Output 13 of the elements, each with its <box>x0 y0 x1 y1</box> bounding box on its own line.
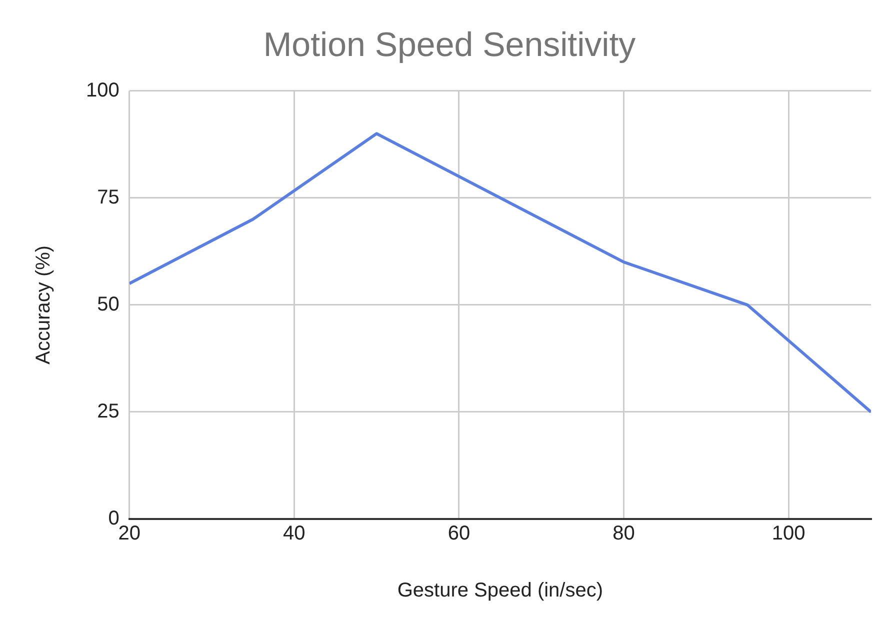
x-axis-title: Gesture Speed (in/sec) <box>397 580 604 602</box>
x-tick-label: 40 <box>283 522 306 545</box>
y-tick-label: 75 <box>97 186 120 208</box>
x-tick-label: 100 <box>772 522 806 545</box>
x-tick-label: 20 <box>118 522 140 545</box>
x-tick-label: 60 <box>448 522 470 545</box>
y-tick-label: 25 <box>97 400 120 422</box>
y-axis-title: Accuracy (%) <box>32 245 55 364</box>
x-tick-label: 80 <box>612 522 635 545</box>
chart-title: Motion Speed Sensitivity <box>263 26 636 64</box>
y-tick-label: 0 <box>108 508 120 530</box>
y-tick-label: 100 <box>86 79 120 102</box>
y-tick-label: 50 <box>97 293 120 316</box>
